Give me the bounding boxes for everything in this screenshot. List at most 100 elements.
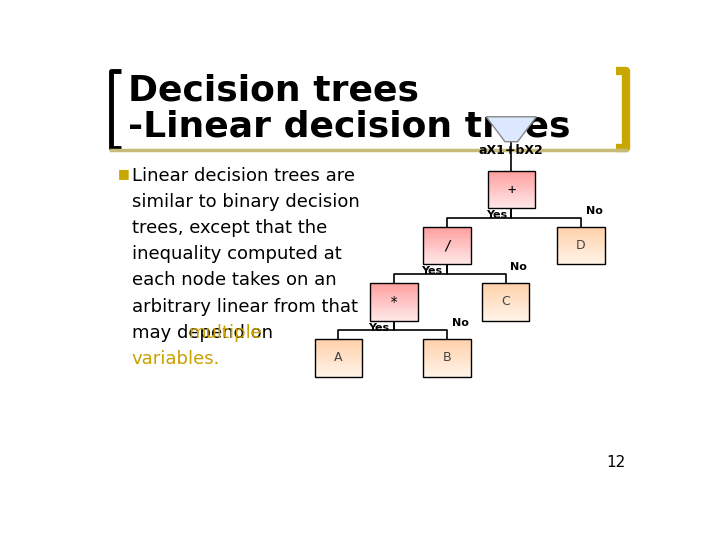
Text: +: + [507, 183, 516, 197]
Bar [315, 371, 362, 373]
Bar [482, 313, 529, 315]
Bar [487, 171, 535, 173]
Bar [557, 234, 605, 237]
Text: arbitrary linear from that: arbitrary linear from that [132, 298, 358, 316]
Bar [423, 367, 471, 369]
Polygon shape [486, 117, 536, 141]
Text: /: / [443, 239, 451, 253]
Bar [482, 287, 529, 289]
Bar [315, 343, 362, 345]
Bar [423, 360, 471, 362]
Bar [487, 182, 535, 184]
Bar [423, 349, 471, 350]
Bar [315, 369, 362, 371]
Bar [487, 188, 535, 190]
Bar [423, 238, 471, 240]
Text: No: No [451, 318, 469, 328]
Bar [482, 298, 529, 300]
Bar [423, 366, 471, 367]
Bar [423, 373, 471, 375]
Bar [423, 262, 471, 265]
Text: D: D [576, 239, 586, 252]
Bar [423, 363, 471, 366]
Bar [315, 373, 362, 375]
Bar [315, 366, 362, 367]
Bar [370, 315, 418, 317]
Bar [557, 227, 605, 265]
Bar [482, 289, 529, 291]
Bar [423, 343, 471, 345]
Bar [370, 307, 418, 309]
Bar [423, 233, 471, 234]
Bar [487, 174, 535, 177]
Bar [423, 261, 471, 262]
Bar [370, 300, 418, 302]
Bar [423, 240, 471, 242]
Bar [370, 294, 418, 296]
Bar [423, 345, 471, 347]
Text: Yes: Yes [369, 322, 390, 333]
Bar [315, 345, 362, 347]
Bar [482, 306, 529, 307]
Bar [423, 347, 471, 349]
Bar [487, 199, 535, 201]
Bar [423, 234, 471, 237]
Bar [315, 349, 362, 350]
Text: Yes: Yes [486, 211, 507, 220]
Bar [557, 253, 605, 255]
Bar [482, 283, 529, 321]
Text: similar to binary decision: similar to binary decision [132, 193, 359, 211]
Bar [482, 315, 529, 317]
Bar [557, 238, 605, 240]
Bar [557, 246, 605, 247]
Bar [370, 283, 418, 321]
Bar [557, 262, 605, 265]
Bar [482, 291, 529, 293]
Bar [423, 227, 471, 265]
Text: multiple: multiple [188, 324, 262, 342]
Bar [482, 302, 529, 303]
Bar [482, 300, 529, 302]
Bar [370, 306, 418, 307]
Bar [557, 233, 605, 234]
Bar [370, 317, 418, 319]
Bar [370, 303, 418, 306]
Bar [557, 255, 605, 257]
Bar [370, 283, 418, 285]
Bar [423, 231, 471, 233]
Bar [482, 294, 529, 296]
Bar [370, 311, 418, 313]
Bar [370, 319, 418, 321]
Bar [315, 339, 362, 377]
Bar [423, 249, 471, 251]
Bar [487, 195, 535, 197]
Bar [370, 309, 418, 311]
Bar [315, 362, 362, 363]
Bar [423, 246, 471, 247]
Bar [487, 171, 535, 208]
Bar [557, 242, 605, 244]
Bar [487, 201, 535, 202]
Bar [482, 303, 529, 306]
Bar [370, 313, 418, 315]
Bar [315, 363, 362, 366]
Bar [487, 178, 535, 180]
Bar [423, 371, 471, 373]
Text: *: * [390, 295, 398, 309]
Bar [423, 253, 471, 255]
Bar [557, 229, 605, 231]
Bar [370, 293, 418, 294]
Bar [482, 285, 529, 287]
Bar [423, 375, 471, 377]
Bar [557, 240, 605, 242]
Bar [487, 202, 535, 205]
Text: variables.: variables. [132, 350, 220, 368]
Text: 12: 12 [606, 455, 626, 470]
Bar [487, 184, 535, 186]
Bar [423, 244, 471, 246]
Bar [482, 293, 529, 294]
Bar [423, 341, 471, 343]
Bar [315, 360, 362, 362]
Bar [487, 190, 535, 191]
Bar [487, 205, 535, 206]
